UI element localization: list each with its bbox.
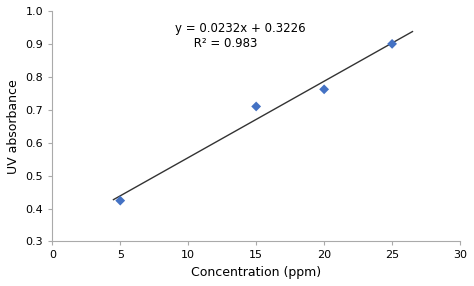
Point <box>117 198 124 203</box>
Point <box>388 41 396 46</box>
Point <box>320 87 328 92</box>
X-axis label: Concentration (ppm): Concentration (ppm) <box>191 266 321 279</box>
Point <box>252 104 260 109</box>
Y-axis label: UV absorbance: UV absorbance <box>7 79 20 174</box>
Text: y = 0.0232x + 0.3226
     R² = 0.983: y = 0.0232x + 0.3226 R² = 0.983 <box>174 23 305 50</box>
